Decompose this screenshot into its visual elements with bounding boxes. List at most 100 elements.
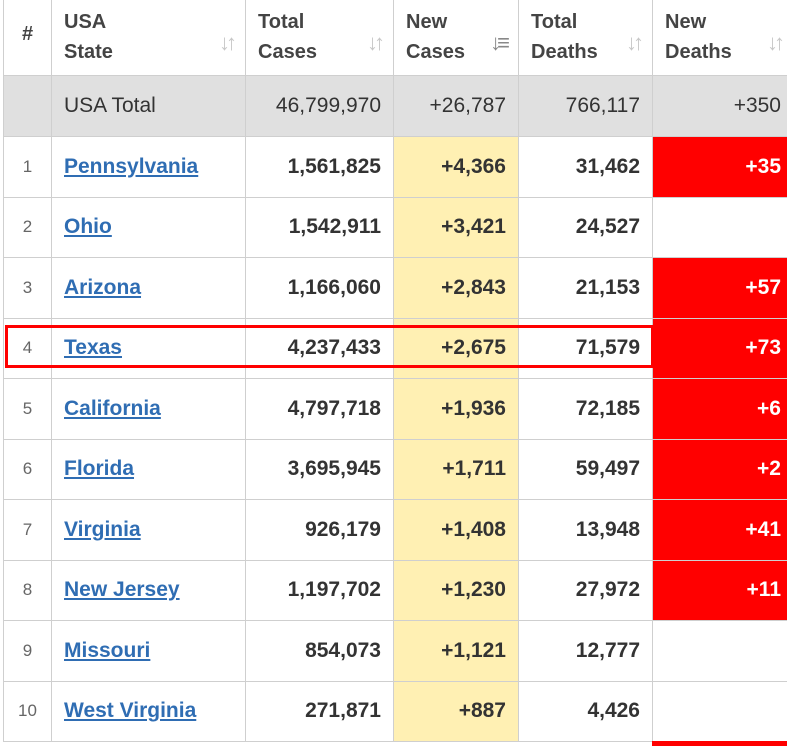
state-cell: Ohio <box>51 196 246 258</box>
state-header[interactable]: USA State ↓↑ <box>51 0 246 76</box>
total-cases-cell: 1,166,060 <box>245 257 394 319</box>
rank-cell: 1 <box>3 136 52 198</box>
states-table: # USA State ↓↑ Total Cases ↓↑ New Cases ↓≡ … <box>3 0 787 742</box>
new-deaths-cell: +35 <box>652 136 787 198</box>
total-deaths-cell: 4,426 <box>518 680 653 742</box>
rank-cell: 7 <box>3 499 52 561</box>
total-cases-header[interactable]: Total Cases ↓↑ <box>245 0 394 76</box>
state-cell: Texas <box>51 317 246 379</box>
state-link[interactable]: Arizona <box>64 275 142 299</box>
total-new-cases: +26,787 <box>393 75 519 137</box>
sort-desc-active-icon[interactable]: ↓≡ <box>490 30 510 55</box>
table-row: 9 Missouri 854,073 +1,121 12,777 <box>3 620 787 682</box>
new-cases-cell: +4,366 <box>393 136 519 198</box>
total-deaths-cell: 27,972 <box>518 559 653 621</box>
total-deaths-cell: 59,497 <box>518 438 653 500</box>
table-row: 4 Texas 4,237,433 +2,675 71,579 +73 <box>3 317 787 379</box>
new-cases-header[interactable]: New Cases ↓≡ <box>393 0 519 76</box>
new-deaths-cell: +73 <box>652 317 787 379</box>
state-link[interactable]: Virginia <box>64 517 141 541</box>
total-deaths-cell: 71,579 <box>518 317 653 379</box>
total-total-deaths: 766,117 <box>518 75 653 137</box>
total-cases-cell: 1,561,825 <box>245 136 394 198</box>
new-deaths-cell <box>652 680 787 742</box>
state-cell: Pennsylvania <box>51 136 246 198</box>
table-row: 6 Florida 3,695,945 +1,711 59,497 +2 <box>3 438 787 500</box>
new-deaths-header-line1: New <box>665 10 707 33</box>
sort-up-down-icon[interactable]: ↓↑ <box>219 30 237 55</box>
state-cell: New Jersey <box>51 559 246 621</box>
new-deaths-cell: +2 <box>652 438 787 500</box>
total-deaths-cell: 24,527 <box>518 196 653 258</box>
rank-cell: 9 <box>3 620 52 682</box>
total-cases-cell: 4,797,718 <box>245 378 394 440</box>
rank-cell: 6 <box>3 438 52 500</box>
new-deaths-cell: +11 <box>652 559 787 621</box>
table-header-row: # USA State ↓↑ Total Cases ↓↑ New Cases ↓≡ … <box>3 0 787 76</box>
total-deaths-header-line2: Deaths <box>531 40 598 63</box>
new-cases-cell: +1,936 <box>393 378 519 440</box>
total-cases-header-line1: Total <box>258 10 305 33</box>
rank-cell: 5 <box>3 378 52 440</box>
new-cases-header-line2: Cases <box>406 40 465 63</box>
new-cases-cell: +1,121 <box>393 620 519 682</box>
rank-cell: 10 <box>3 680 52 742</box>
table-row: 2 Ohio 1,542,911 +3,421 24,527 <box>3 196 787 258</box>
total-deaths-cell: 72,185 <box>518 378 653 440</box>
rank-cell: 4 <box>3 317 52 379</box>
new-cases-cell: +2,675 <box>393 317 519 379</box>
state-cell: Arizona <box>51 257 246 319</box>
new-deaths-cell <box>652 620 787 682</box>
new-cases-cell: +1,230 <box>393 559 519 621</box>
state-link[interactable]: Pennsylvania <box>64 154 199 178</box>
new-deaths-cell: +41 <box>652 499 787 561</box>
total-cases-header-line2: Cases <box>258 40 317 63</box>
total-cases-cell: 271,871 <box>245 680 394 742</box>
total-cases-cell: 4,237,433 <box>245 317 394 379</box>
total-cases-cell: 926,179 <box>245 499 394 561</box>
new-deaths-cell: +57 <box>652 257 787 319</box>
state-cell: Missouri <box>51 620 246 682</box>
total-rank-cell <box>3 75 52 137</box>
table-row: 8 New Jersey 1,197,702 +1,230 27,972 +11 <box>3 559 787 621</box>
total-cases-cell: 1,542,911 <box>245 196 394 258</box>
rank-header[interactable]: # <box>3 0 52 76</box>
usa-total-row: USA Total 46,799,970 +26,787 766,117 +35… <box>3 75 787 137</box>
state-link[interactable]: Missouri <box>64 638 151 662</box>
state-link[interactable]: New Jersey <box>64 578 180 602</box>
state-link[interactable]: California <box>64 396 161 420</box>
new-deaths-header-line2: Deaths <box>665 40 732 63</box>
state-cell: West Virginia <box>51 680 246 742</box>
total-deaths-cell: 21,153 <box>518 257 653 319</box>
new-deaths-cell: +6 <box>652 378 787 440</box>
rank-header-label: # <box>21 23 34 45</box>
total-deaths-header[interactable]: Total Deaths ↓↑ <box>518 0 653 76</box>
state-cell: Florida <box>51 438 246 500</box>
next-row-new-deaths-edge <box>652 741 787 746</box>
state-link[interactable]: Texas <box>64 336 122 360</box>
sort-up-down-icon[interactable]: ↓↑ <box>767 30 785 55</box>
total-cases-cell: 854,073 <box>245 620 394 682</box>
new-deaths-header[interactable]: New Deaths ↓↑ <box>652 0 787 76</box>
sort-up-down-icon[interactable]: ↓↑ <box>367 30 385 55</box>
total-new-deaths: +350 <box>652 75 787 137</box>
new-deaths-cell <box>652 196 787 258</box>
rank-cell: 2 <box>3 196 52 258</box>
total-deaths-header-line1: Total <box>531 10 578 33</box>
state-link[interactable]: Florida <box>64 457 135 481</box>
rank-cell: 3 <box>3 257 52 319</box>
state-header-line1: USA <box>64 10 107 33</box>
state-link[interactable]: Ohio <box>64 215 112 239</box>
total-total-cases: 46,799,970 <box>245 75 394 137</box>
sort-up-down-icon[interactable]: ↓↑ <box>626 30 644 55</box>
new-cases-cell: +1,711 <box>393 438 519 500</box>
table-row: 10 West Virginia 271,871 +887 4,426 <box>3 680 787 742</box>
new-cases-cell: +2,843 <box>393 257 519 319</box>
table-row: 3 Arizona 1,166,060 +2,843 21,153 +57 <box>3 257 787 319</box>
new-cases-cell: +3,421 <box>393 196 519 258</box>
total-deaths-cell: 13,948 <box>518 499 653 561</box>
table-row: 5 California 4,797,718 +1,936 72,185 +6 <box>3 378 787 440</box>
new-cases-header-line1: New <box>406 10 448 33</box>
state-link[interactable]: West Virginia <box>64 699 197 723</box>
